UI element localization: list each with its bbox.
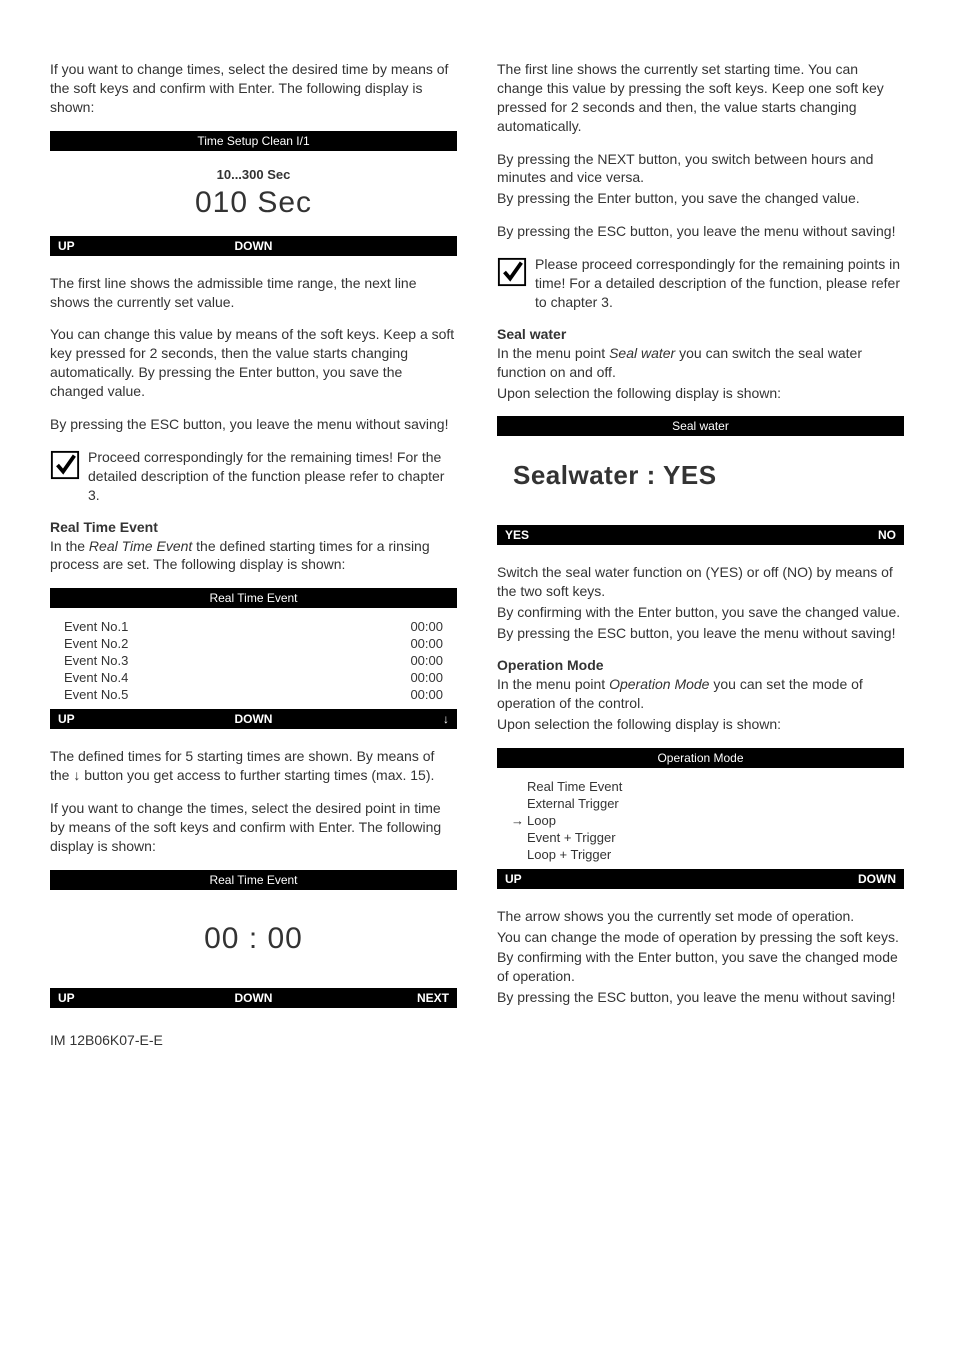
body-text: You can change the mode of operation by …: [497, 928, 904, 947]
softkey-up[interactable]: UP: [58, 712, 188, 726]
seal-water-value: Sealwater : YES: [505, 442, 896, 519]
softkey-down[interactable]: DOWN: [188, 712, 318, 726]
note-text: Please proceed correspondingly for the r…: [535, 255, 904, 312]
operation-mode-screen: Operation Mode Real Time Event External …: [497, 748, 904, 889]
opmode-row: External Trigger: [505, 795, 896, 812]
intro-paragraph: If you want to change times, select the …: [50, 60, 457, 117]
range-label: 10...300 Sec: [58, 157, 449, 182]
body-text: By pressing the ESC button, you leave th…: [497, 624, 904, 643]
softkey-yes[interactable]: YES: [505, 528, 701, 542]
opmode-row-selected: Loop: [505, 812, 896, 829]
seal-water-screen: Seal water Sealwater : YES YES NO: [497, 416, 904, 545]
event-value: 00:00: [410, 636, 443, 651]
italic-term: Real Time Event: [89, 538, 192, 554]
body-text: By pressing the Enter button, you save t…: [497, 189, 904, 208]
italic-term: Seal water: [609, 345, 675, 361]
screen-body: 10...300 Sec 010 Sec: [50, 151, 457, 236]
time-setup-value: 010 Sec: [58, 182, 449, 230]
opmode-row: Event + Trigger: [505, 829, 896, 846]
body-text: The first line shows the admissible time…: [50, 274, 457, 312]
softkey-next[interactable]: NEXT: [319, 991, 449, 1005]
event-value: 00:00: [410, 687, 443, 702]
screen-title: Seal water: [497, 416, 904, 436]
event-label: Event No.3: [64, 653, 128, 668]
softkey-up[interactable]: UP: [505, 872, 701, 886]
softkey-up[interactable]: UP: [58, 991, 188, 1005]
body-text: You can change this value by means of th…: [50, 325, 457, 401]
body-text: By confirming with the Enter button, you…: [497, 948, 904, 986]
right-column: The first line shows the currently set s…: [497, 60, 904, 1048]
event-value: 00:00: [410, 670, 443, 685]
rte-time-value: 00 : 00: [58, 896, 449, 982]
checkmark-icon: [50, 450, 80, 480]
screen-footer: UP DOWN: [497, 869, 904, 889]
note-block: Proceed correspondingly for the remainin…: [50, 448, 457, 505]
softkey-empty: [319, 239, 449, 253]
italic-term: Operation Mode: [609, 676, 709, 692]
body-text: The first line shows the currently set s…: [497, 60, 904, 136]
body-text: Upon selection the following display is …: [497, 715, 904, 734]
event-row: Event No.3 00:00: [58, 652, 449, 669]
body-text: The defined times for 5 starting times a…: [50, 747, 457, 785]
checkmark-icon: [497, 257, 527, 287]
event-label: Event No.1: [64, 619, 128, 634]
body-text: By confirming with the Enter button, you…: [497, 603, 904, 622]
event-label: Event No.5: [64, 687, 128, 702]
note-text: Proceed correspondingly for the remainin…: [88, 448, 457, 505]
event-row: Event No.2 00:00: [58, 635, 449, 652]
text: In the menu point: [497, 676, 609, 692]
body-text: If you want to change the times, select …: [50, 799, 457, 856]
body-text: By pressing the NEXT button, you switch …: [497, 150, 904, 188]
screen-footer: UP DOWN: [50, 236, 457, 256]
screen-title: Operation Mode: [497, 748, 904, 768]
screen-title: Real Time Event: [50, 588, 457, 608]
softkey-down[interactable]: DOWN: [188, 991, 318, 1005]
doc-id: IM 12B06K07-E-E: [50, 1032, 457, 1048]
screen-footer: YES NO: [497, 525, 904, 545]
event-row: Event No.4 00:00: [58, 669, 449, 686]
screen-footer: UP DOWN ↓: [50, 709, 457, 729]
note-block: Please proceed correspondingly for the r…: [497, 255, 904, 312]
seal-intro: In the menu point Seal water you can swi…: [497, 344, 904, 382]
rte-heading: Real Time Event: [50, 519, 457, 535]
body-text: The arrow shows you the currently set mo…: [497, 907, 904, 926]
event-label: Event No.4: [64, 670, 128, 685]
event-value: 00:00: [410, 653, 443, 668]
body-text: Upon selection the following display is …: [497, 384, 904, 403]
softkey-up[interactable]: UP: [58, 239, 188, 253]
left-column: If you want to change times, select the …: [50, 60, 457, 1048]
text: In the menu point: [497, 345, 609, 361]
seal-water-heading: Seal water: [497, 326, 904, 342]
screen-body: 00 : 00: [50, 890, 457, 988]
screen-body: Real Time Event External Trigger Loop Ev…: [497, 768, 904, 869]
event-row: Event No.5 00:00: [58, 686, 449, 703]
body-text: Switch the seal water function on (YES) …: [497, 563, 904, 601]
event-label: Event No.2: [64, 636, 128, 651]
opmode-row: Real Time Event: [505, 778, 896, 795]
op-intro: In the menu point Operation Mode you can…: [497, 675, 904, 713]
page: If you want to change times, select the …: [50, 60, 904, 1048]
text: In the: [50, 538, 89, 554]
screen-body: Event No.1 00:00 Event No.2 00:00 Event …: [50, 608, 457, 709]
rte-list-screen: Real Time Event Event No.1 00:00 Event N…: [50, 588, 457, 729]
body-text: By pressing the ESC button, you leave th…: [50, 415, 457, 434]
screen-title: Real Time Event: [50, 870, 457, 890]
softkey-down[interactable]: DOWN: [701, 872, 897, 886]
event-row: Event No.1 00:00: [58, 618, 449, 635]
screen-title: Time Setup Clean I/1: [50, 131, 457, 151]
operation-mode-heading: Operation Mode: [497, 657, 904, 673]
softkey-down[interactable]: DOWN: [188, 239, 318, 253]
screen-body: Sealwater : YES: [497, 436, 904, 525]
softkey-scroll-down[interactable]: ↓: [319, 712, 449, 726]
rte-time-screen: Real Time Event 00 : 00 UP DOWN NEXT: [50, 870, 457, 1008]
rte-intro: In the Real Time Event the defined start…: [50, 537, 457, 575]
softkey-no[interactable]: NO: [701, 528, 897, 542]
body-text: By pressing the ESC button, you leave th…: [497, 988, 904, 1007]
event-value: 00:00: [410, 619, 443, 634]
body-text: By pressing the ESC button, you leave th…: [497, 222, 904, 241]
screen-footer: UP DOWN NEXT: [50, 988, 457, 1008]
opmode-row: Loop + Trigger: [505, 846, 896, 863]
time-setup-screen: Time Setup Clean I/1 10...300 Sec 010 Se…: [50, 131, 457, 256]
